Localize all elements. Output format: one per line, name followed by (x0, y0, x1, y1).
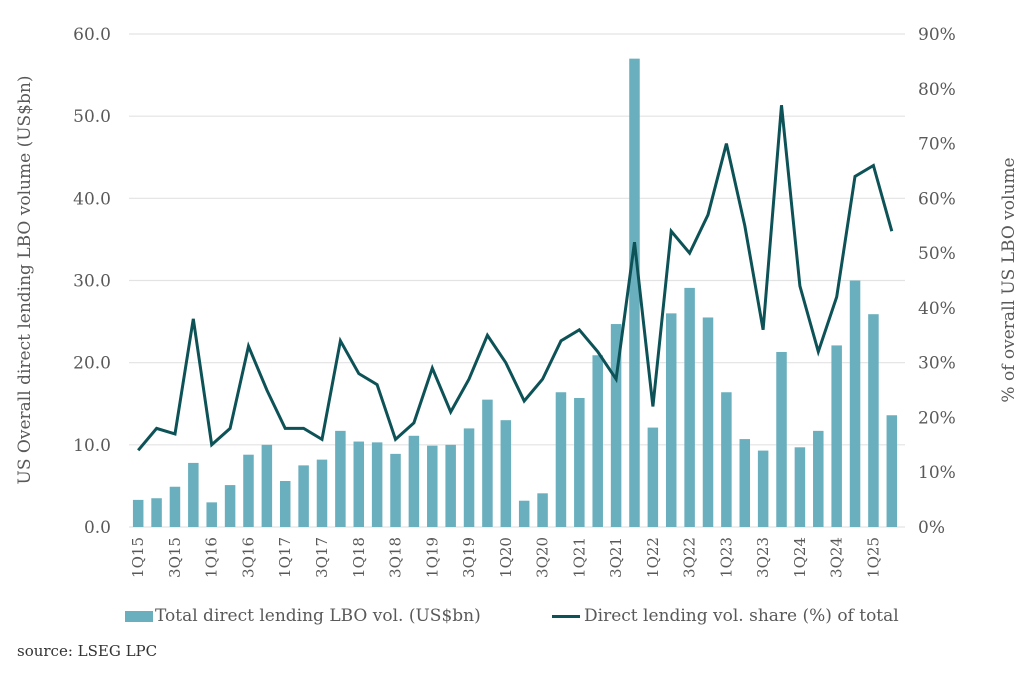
bar (188, 462, 199, 527)
x-tick-label: 1Q23 (717, 537, 735, 578)
bar (757, 450, 769, 527)
left-tick-label: 60.0 (73, 25, 111, 45)
left-tick-label: 40.0 (73, 189, 111, 209)
left-tick-label: 10.0 (73, 436, 111, 456)
bar (151, 498, 162, 527)
right-tick-label: 30% (918, 354, 956, 374)
bar (776, 351, 787, 527)
bar-series (132, 58, 898, 528)
bar (702, 317, 714, 527)
bar (408, 435, 420, 527)
x-tick-label: 1Q22 (644, 537, 662, 578)
right-tick-label: 40% (918, 299, 956, 319)
bar (390, 453, 401, 527)
legend-line-label: Direct lending vol. share (%) of total (584, 606, 899, 626)
right-tick-label: 10% (918, 463, 956, 483)
bar (592, 355, 603, 527)
bar (463, 428, 475, 527)
x-tick-label: 3Q24 (828, 537, 846, 578)
legend-bar-label: Total direct lending LBO vol. (US$bn) (155, 606, 481, 626)
legend-line-entry: Direct lending vol. share (%) of total (552, 606, 899, 626)
bar (279, 480, 291, 527)
x-tick-label: 3Q17 (313, 537, 331, 578)
x-tick-label: 1Q25 (864, 537, 882, 578)
x-tick-label: 3Q23 (754, 537, 772, 578)
x-tick-label: 1Q17 (276, 537, 294, 578)
bar (794, 447, 806, 527)
right-tick-label: 0% (918, 518, 945, 538)
bar (224, 485, 236, 527)
bar (169, 486, 181, 527)
left-tick-label: 50.0 (73, 107, 111, 127)
gridlines (129, 33, 905, 528)
x-tick-label: 1Q18 (350, 537, 368, 578)
right-tick-label: 60% (918, 189, 956, 209)
source-note: source: LSEG LPC (17, 642, 158, 660)
bar (261, 444, 273, 527)
x-tick-label: 3Q21 (607, 537, 625, 578)
right-tick-label: 20% (918, 408, 956, 428)
bar (610, 324, 622, 527)
legend-line-swatch (552, 614, 580, 618)
bar (206, 502, 217, 527)
left-tick-label: 20.0 (73, 354, 111, 374)
bar (316, 459, 328, 527)
bar (647, 427, 659, 527)
x-tick-label: 3Q20 (534, 537, 552, 578)
x-tick-label: 1Q15 (129, 537, 147, 578)
bar (849, 280, 861, 527)
bar (518, 500, 530, 527)
x-axis-ticks: 1Q15 3Q15 1Q16 3Q16 1Q17 3Q17 1Q18 3Q18 1Q19 3Q19… (129, 537, 882, 578)
left-tick-label: 30.0 (73, 272, 111, 292)
bar (684, 287, 695, 527)
bar (335, 430, 346, 527)
right-tick-label: 50% (918, 244, 956, 264)
bar (482, 399, 493, 527)
legend-bar-swatch (125, 610, 153, 622)
left-tick-label: 0.0 (84, 518, 111, 538)
left-axis-title: US Overall direct lending LBO volume (US… (15, 76, 35, 485)
x-tick-label: 3Q22 (681, 537, 699, 578)
bar (132, 499, 144, 527)
x-tick-label: 1Q16 (203, 537, 221, 578)
bar (298, 465, 309, 527)
share-line (137, 105, 894, 452)
left-axis-ticks: 0.0 10.0 20.0 30.0 40.0 50.0 60.0 (73, 25, 111, 538)
right-tick-label: 70% (918, 135, 956, 155)
right-axis-ticks: 0% 10% 20% 30% 40% 50% 60% 70% 80% 90% (918, 25, 956, 538)
legend-bar-entry: Total direct lending LBO vol. (US$bn) (125, 606, 481, 626)
x-tick-label: 3Q15 (166, 537, 184, 578)
bar (665, 313, 677, 527)
bar (555, 392, 567, 527)
bar (427, 445, 438, 527)
x-tick-label: 3Q18 (387, 537, 405, 578)
bar (574, 397, 585, 527)
x-tick-label: 3Q19 (460, 537, 478, 578)
right-tick-label: 80% (918, 80, 956, 100)
bar (537, 493, 548, 527)
right-tick-label: 90% (918, 25, 956, 45)
line-series (137, 105, 894, 452)
bar (831, 345, 842, 527)
bar (886, 415, 898, 527)
bar (629, 58, 640, 528)
bar (243, 454, 254, 527)
bar (353, 441, 365, 527)
x-tick-label: 1Q19 (423, 537, 441, 578)
x-tick-label: 3Q16 (239, 537, 257, 578)
bar (721, 392, 732, 527)
bar (739, 439, 751, 527)
bar (371, 442, 383, 527)
right-axis-title: % of overall US LBO volume (999, 157, 1019, 402)
combo-chart: 0.0 10.0 20.0 30.0 40.0 50.0 60.0 0% 10% 20% 30% 4… (15, 25, 1019, 578)
x-tick-label: 1Q20 (497, 537, 515, 578)
x-tick-label: 1Q24 (791, 537, 809, 578)
x-tick-label: 1Q21 (570, 537, 588, 578)
bar (868, 314, 879, 527)
bar (500, 420, 512, 527)
bar (813, 430, 824, 527)
bar (445, 444, 456, 527)
